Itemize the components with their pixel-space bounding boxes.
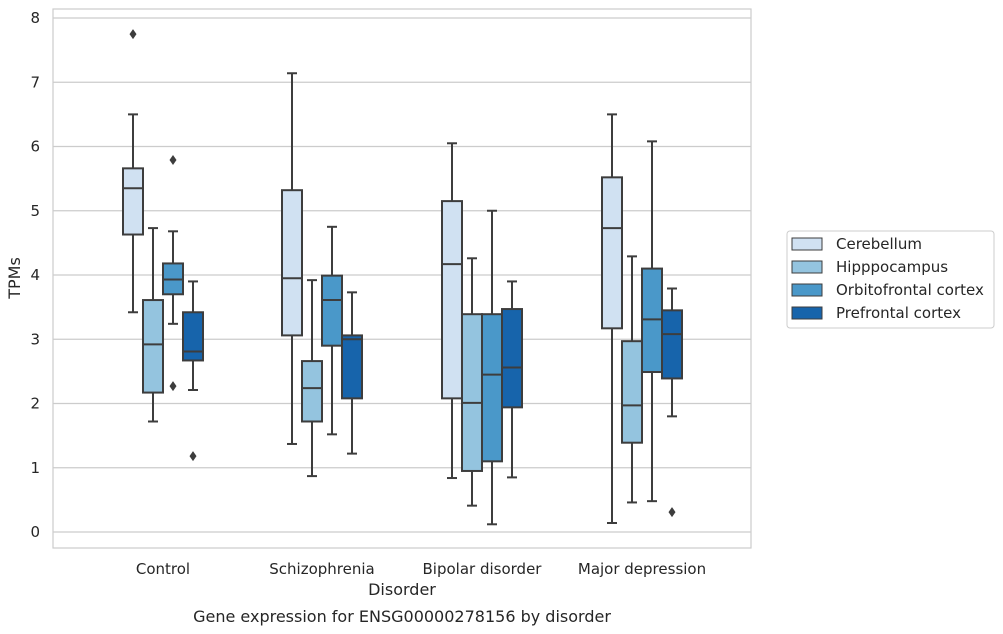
- y-tick-label-7: 7: [30, 73, 40, 91]
- legend-label: Hipppocampus: [836, 258, 948, 276]
- legend-label: Cerebellum: [836, 235, 922, 253]
- y-tick-label-3: 3: [30, 330, 40, 348]
- y-tick-label-4: 4: [30, 266, 40, 284]
- x-tick-label-3: Major depression: [578, 560, 706, 578]
- legend-entry-1: Hipppocampus: [791, 258, 948, 276]
- box-iqr: [501, 308, 523, 409]
- legend-label: Prefrontal cortex: [836, 304, 961, 322]
- y-tick-label-8: 8: [30, 9, 40, 27]
- legend-entry-2: Orbitofrontal cortex: [791, 281, 984, 299]
- box-iqr: [321, 274, 343, 347]
- box-0-2: [162, 154, 184, 392]
- x-axis-label: Disorder: [368, 580, 436, 599]
- outlier-point: [189, 451, 197, 462]
- box-3-0: [601, 113, 623, 525]
- box-2-3: [501, 280, 523, 479]
- y-tick-label-2: 2: [30, 395, 40, 413]
- x-tick-label-0: Control: [136, 560, 190, 578]
- box-iqr: [441, 200, 463, 400]
- box-iqr: [142, 299, 164, 394]
- legend-entry-0: Cerebellum: [791, 235, 922, 253]
- legend-swatch: [791, 237, 823, 251]
- legend-frame: [786, 230, 995, 329]
- y-tick-label-6: 6: [30, 138, 40, 156]
- box-2-2: [481, 209, 503, 526]
- box-groups: [122, 29, 683, 526]
- outlier-point: [129, 29, 137, 40]
- y-axis-label: TPMs: [5, 257, 24, 300]
- box-iqr: [341, 334, 363, 400]
- outlier-point: [668, 507, 676, 518]
- x-tick-label-2: Bipolar disorder: [423, 560, 543, 578]
- box-3-3: [661, 287, 683, 518]
- x-tick-labels: Control Schizophrenia Bipolar disorder Majo…: [136, 560, 706, 578]
- legend-swatch: [791, 260, 823, 274]
- box-1-2: [321, 225, 343, 436]
- y-tick-label-1: 1: [30, 459, 40, 477]
- y-tick-labels: 0 1 2 3 4 5 6 7 8: [30, 9, 40, 541]
- box-iqr: [481, 313, 503, 463]
- box-1-3: [341, 291, 363, 455]
- box-2-1: [461, 257, 483, 507]
- box-0-0: [122, 29, 144, 314]
- outlier-point: [169, 154, 177, 165]
- chart-caption: Gene expression for ENSG00000278156 by d…: [193, 607, 611, 626]
- legend-entry-3: Prefrontal cortex: [791, 304, 961, 322]
- box-1-0: [281, 72, 303, 445]
- box-0-1: [142, 227, 164, 423]
- legend-swatch: [791, 283, 823, 297]
- legend-label: Orbitofrontal cortex: [836, 281, 984, 299]
- outlier-point: [169, 381, 177, 392]
- box-3-2: [641, 140, 663, 503]
- legend-swatch: [791, 306, 823, 320]
- box-iqr: [661, 309, 683, 380]
- plot-frame: [52, 8, 752, 549]
- box-0-3: [182, 280, 204, 462]
- box-iqr: [621, 340, 643, 444]
- box-1-1: [301, 279, 323, 478]
- y-tick-label-0: 0: [30, 523, 40, 541]
- box-iqr: [461, 313, 483, 472]
- legend: Cerebellum Hipppocampus Orbitofrontal cort…: [786, 230, 995, 329]
- legend-entries: Cerebellum Hipppocampus Orbitofrontal cort…: [791, 235, 984, 322]
- box-iqr: [182, 311, 204, 362]
- box-iqr: [601, 176, 623, 330]
- box-3-1: [621, 255, 643, 504]
- x-tick-label-1: Schizophrenia: [269, 560, 374, 578]
- box-iqr: [301, 360, 323, 423]
- box-iqr: [281, 189, 303, 337]
- box-iqr: [122, 167, 144, 236]
- y-tick-label-5: 5: [30, 202, 40, 220]
- box-2-0: [441, 142, 463, 480]
